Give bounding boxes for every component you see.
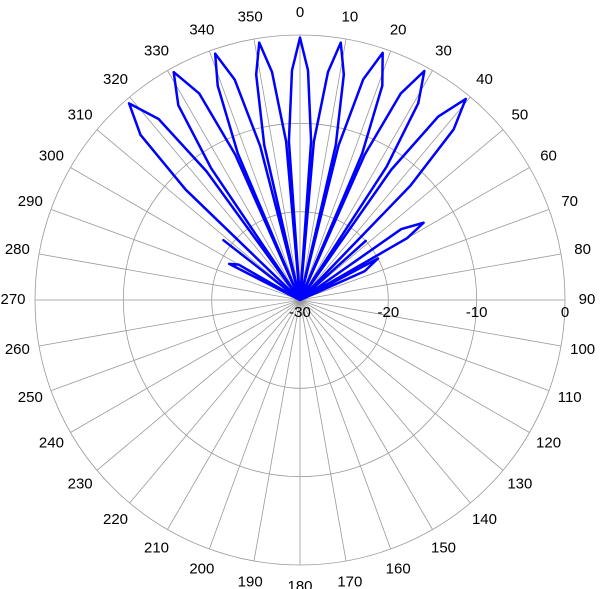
spoke — [38, 299, 301, 347]
spoke — [96, 129, 301, 301]
spoke — [299, 50, 392, 301]
spoke — [299, 208, 550, 301]
spoke — [299, 299, 471, 504]
angle-label: 50 — [512, 106, 529, 123]
spoke — [299, 299, 392, 550]
angle-label: 340 — [189, 21, 214, 38]
angle-label: 70 — [561, 193, 578, 210]
spoke — [96, 299, 301, 471]
spoke — [167, 70, 301, 301]
angle-label: 110 — [558, 389, 582, 406]
angle-label: 290 — [18, 193, 43, 210]
spoke — [299, 299, 504, 471]
spoke — [299, 38, 347, 301]
angle-label: 170 — [337, 574, 362, 589]
spoke — [50, 208, 301, 301]
spoke — [50, 299, 301, 392]
angle-label: 330 — [144, 42, 169, 59]
spoke — [299, 70, 433, 301]
angle-label: 260 — [5, 341, 30, 358]
spoke — [129, 96, 301, 301]
spoke — [299, 299, 562, 347]
angle-label: 0 — [296, 4, 304, 21]
angle-label: 140 — [472, 511, 497, 528]
spoke — [299, 129, 504, 301]
spoke — [253, 38, 301, 301]
angle-label: 230 — [68, 475, 93, 492]
spoke — [70, 299, 301, 433]
spoke — [299, 299, 550, 392]
angle-label: 160 — [386, 561, 411, 578]
grid-circle — [34, 34, 566, 566]
angle-label: 100 — [570, 341, 595, 358]
spoke — [299, 253, 562, 301]
angle-label: 90 — [579, 291, 596, 308]
angle-label: 120 — [536, 434, 561, 451]
spoke — [299, 299, 433, 530]
spoke — [38, 253, 301, 301]
angle-label: 150 — [431, 540, 456, 557]
angle-label: 190 — [238, 574, 263, 589]
angle-label: 60 — [540, 147, 557, 164]
spoke — [208, 50, 301, 301]
spoke — [299, 299, 530, 433]
spoke — [167, 299, 301, 530]
r-tick-label: -10 — [466, 304, 488, 321]
r-tick-label: 0 — [561, 304, 569, 321]
angle-label: 30 — [435, 42, 452, 59]
angle-label: 20 — [390, 21, 407, 38]
angle-label: 350 — [238, 8, 263, 25]
r-tick-label: -30 — [289, 304, 311, 321]
angle-label: 310 — [68, 106, 93, 123]
angle-label: 220 — [103, 511, 128, 528]
angle-label: 250 — [18, 389, 43, 406]
angle-label: 270 — [0, 291, 25, 308]
spoke — [253, 299, 301, 562]
r-tick-label: -20 — [377, 304, 399, 321]
spoke — [129, 299, 301, 504]
angle-label: 320 — [103, 71, 128, 88]
grid-circle — [211, 211, 389, 389]
spoke — [299, 96, 471, 301]
spoke — [299, 299, 347, 562]
angle-label: 200 — [189, 561, 214, 578]
angle-label: 10 — [341, 8, 358, 25]
angle-label: 40 — [476, 71, 493, 88]
angle-label: 130 — [507, 475, 532, 492]
angle-label: 180 — [287, 578, 312, 589]
pattern-line — [127, 36, 467, 302]
angle-label: 240 — [39, 434, 64, 451]
angle-label: 210 — [144, 540, 169, 557]
angle-label: 300 — [39, 147, 64, 164]
spoke — [208, 299, 301, 550]
angle-label: 80 — [574, 241, 591, 258]
angle-label: 280 — [5, 241, 30, 258]
grid-circle — [122, 122, 478, 478]
